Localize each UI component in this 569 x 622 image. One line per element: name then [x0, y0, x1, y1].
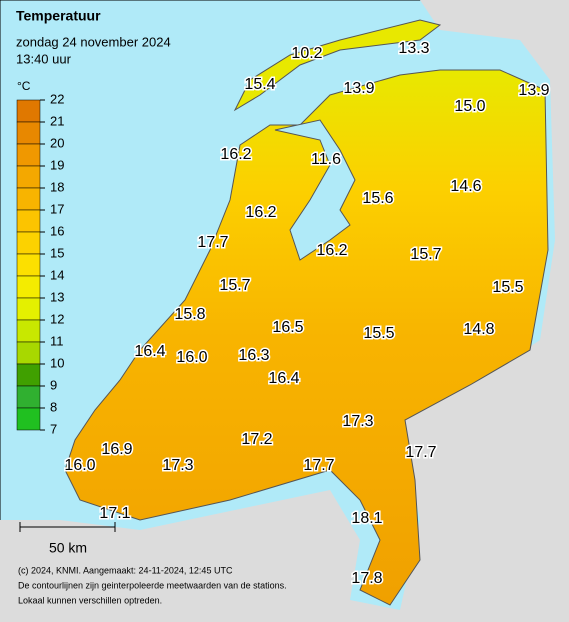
- legend-swatch: [16, 121, 41, 145]
- station-temperature: 10.2: [291, 45, 322, 62]
- station-temperature: 17.7: [405, 444, 436, 461]
- station-temperature: 16.4: [268, 370, 299, 387]
- station-temperature: 16.0: [176, 349, 207, 366]
- station-temperature: 16.4: [134, 343, 165, 360]
- legend-swatch: [16, 209, 41, 233]
- station-temperature: 17.7: [303, 457, 334, 474]
- station-temperature: 15.6: [362, 190, 393, 207]
- wadden-islands: [233, 19, 442, 112]
- station-temperature: 17.2: [241, 431, 272, 448]
- legend-swatch: [16, 231, 41, 255]
- legend-swatch: [16, 407, 41, 431]
- stations: 10.2 13.3 15.4 13.9 15.0 13.9 16.2 11.6 15.6 14.6…: [63, 39, 551, 589]
- date: zondag 24 november 2024: [16, 34, 171, 49]
- legend-swatch: [16, 187, 41, 211]
- legend-tick-label: 20: [50, 135, 64, 150]
- legend-tick-label: 17: [50, 201, 64, 216]
- legend-swatch: [16, 385, 41, 409]
- ijsselmeer: [274, 119, 356, 261]
- station-temperature: 13.9: [518, 82, 549, 99]
- legend: 22 21 20 19 18 17 16 15 14 13 12 11 10 9 8 7: [16, 91, 64, 436]
- legend-swatch: [16, 165, 41, 189]
- station-temperature: 15.4: [244, 76, 275, 93]
- station-temperature: 16.2: [245, 204, 276, 221]
- station-temperature: 13.9: [343, 80, 374, 97]
- station-temperature: 16.2: [316, 242, 347, 259]
- legend-swatch: [16, 297, 41, 321]
- station-temperature: 16.0: [64, 457, 95, 474]
- legend-swatch: [16, 363, 41, 387]
- legend-swatch: [16, 319, 41, 343]
- legend-tick-label: 18: [50, 179, 64, 194]
- station-temperature: 16.3: [238, 347, 269, 364]
- station-temperature: 14.6: [450, 178, 481, 195]
- station-temperature: 15.8: [174, 306, 205, 323]
- legend-tick-label: 12: [50, 311, 64, 326]
- legend-swatch: [16, 275, 41, 299]
- netherlands: [64, 69, 549, 606]
- legend-swatch: [16, 99, 41, 123]
- station-temperature: 17.3: [162, 457, 193, 474]
- footer-line: Lokaal kunnen verschillen optreden.: [18, 595, 162, 605]
- legend-tick-label: 7: [50, 421, 57, 436]
- legend-swatch: [16, 143, 41, 167]
- station-temperature: 11.6: [311, 151, 341, 168]
- legend-tick-label: 22: [50, 91, 64, 106]
- legend-tick-label: 21: [50, 113, 64, 128]
- legend-tick-label: 16: [50, 223, 64, 238]
- scale-label: 50 km: [49, 540, 87, 556]
- station-temperature: 15.7: [410, 246, 441, 263]
- footer-line: (c) 2024, KNMI. Aangemaakt: 24-11-2024, …: [18, 565, 233, 575]
- station-temperature: 16.9: [101, 441, 132, 458]
- legend-swatch: [16, 341, 41, 365]
- legend-tick-label: 11: [50, 333, 64, 348]
- legend-swatch: [16, 253, 41, 277]
- station-temperature: 17.3: [342, 413, 373, 430]
- station-temperature: 13.3: [398, 40, 429, 57]
- station-temperature: 17.7: [197, 234, 228, 251]
- legend-tick-label: 13: [50, 289, 64, 304]
- station-temperature: 17.1: [99, 505, 130, 522]
- station-temperature: 14.8: [463, 321, 494, 338]
- station-temperature: 16.5: [272, 319, 303, 336]
- station-temperature: 17.8: [351, 570, 382, 587]
- station-temperature: 15.5: [492, 279, 523, 296]
- station-temperature: 15.7: [219, 277, 250, 294]
- station-temperature: 15.0: [454, 98, 485, 115]
- legend-unit: °C: [17, 79, 31, 93]
- title: Temperatuur: [16, 8, 101, 24]
- station-temperature: 18.1: [351, 510, 382, 527]
- time: 13:40 uur: [16, 51, 72, 66]
- legend-tick-label: 10: [50, 355, 64, 370]
- legend-tick-label: 15: [50, 245, 64, 260]
- legend-tick-label: 8: [50, 399, 57, 414]
- legend-tick-label: 14: [50, 267, 64, 282]
- legend-tick-label: 19: [50, 157, 64, 172]
- station-temperature: 15.5: [363, 325, 394, 342]
- legend-tick-label: 9: [50, 377, 57, 392]
- station-temperature: 16.2: [220, 146, 251, 163]
- footer-line: De contourlijnen zijn geinterpoleerde me…: [18, 580, 287, 590]
